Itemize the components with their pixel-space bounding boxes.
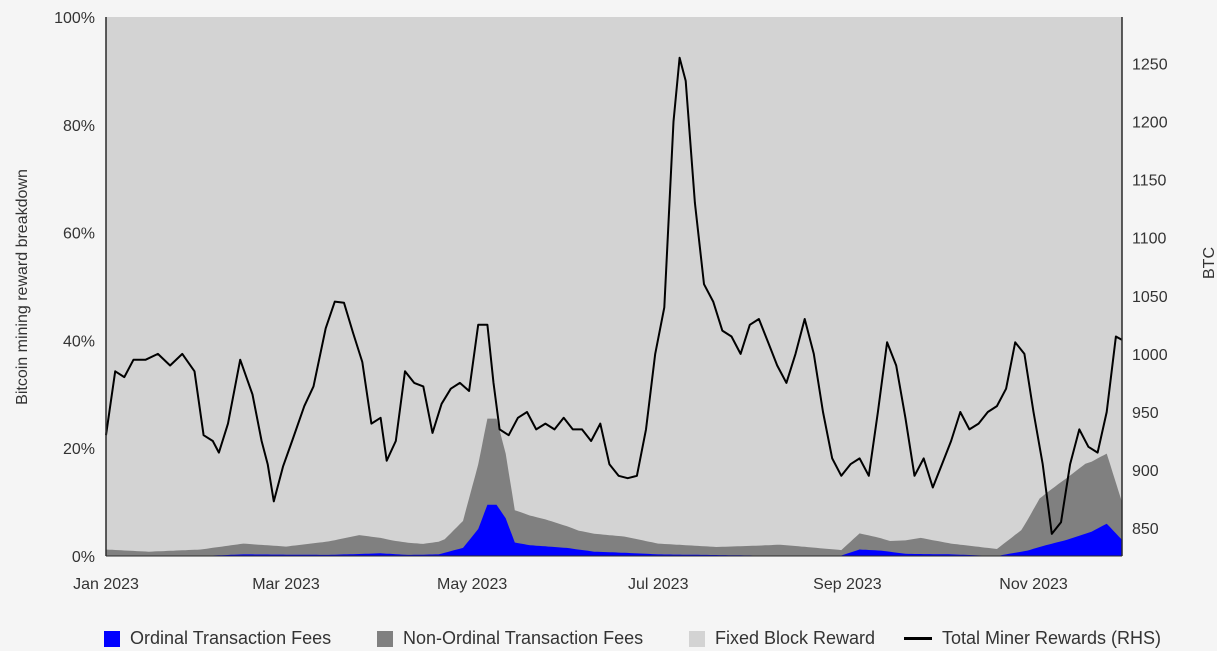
y-tick-label: 40% — [63, 333, 95, 350]
y-tick-label: 0% — [72, 549, 95, 566]
legend: Ordinal Transaction Fees Non-Ordinal Tra… — [0, 628, 1217, 651]
y-tick-label: 80% — [63, 118, 95, 135]
non-ordinal-fees-area — [106, 418, 1122, 556]
legend-swatch-fixed — [689, 630, 705, 647]
legend-label-non-ordinal: Non-Ordinal Transaction Fees — [403, 628, 644, 648]
y2-tick-label: 1050 — [1132, 289, 1168, 306]
legend-label-total: Total Miner Rewards (RHS) — [942, 628, 1162, 648]
y2-tick-label: 1150 — [1132, 173, 1167, 190]
y2-tick-label: 1100 — [1132, 231, 1167, 248]
legend-item-ordinal: Ordinal Transaction Fees — [104, 628, 331, 649]
y2-axis-title: BTC — [1201, 247, 1217, 279]
y2-tick-label: 1000 — [1132, 347, 1168, 364]
y2-tick-label: 1250 — [1132, 56, 1168, 73]
fixed-block-reward-area — [106, 17, 1122, 556]
total-miner-rewards-line — [105, 56, 1123, 535]
legend-item-fixed: Fixed Block Reward — [689, 628, 875, 649]
x-tick-label: Nov 2023 — [999, 576, 1068, 593]
x-axis-ticks: Jan 2023 Mar 2023 May 2023 Jul 2023 Sep 2023… — [73, 576, 1068, 593]
legend-item-total: Total Miner Rewards (RHS) — [904, 628, 1161, 649]
x-tick-label: Mar 2023 — [252, 576, 320, 593]
legend-label-fixed: Fixed Block Reward — [715, 628, 876, 648]
left-axis-ticks: 0% 20% 40% 60% 80% 100% — [54, 10, 95, 566]
y2-tick-label: 1200 — [1132, 115, 1168, 132]
x-tick-label: Jul 2023 — [628, 576, 689, 593]
legend-item-non-ordinal: Non-Ordinal Transaction Fees — [377, 628, 643, 649]
right-axis-ticks: 850 900 950 1000 1050 1100 1150 1200 1250 — [1132, 56, 1168, 538]
y2-tick-label: 950 — [1132, 405, 1159, 422]
x-tick-label: Sep 2023 — [813, 576, 882, 593]
x-tick-label: May 2023 — [437, 576, 507, 593]
plot-area — [105, 17, 1123, 557]
y-axis-title: Bitcoin mining reward breakdown — [14, 169, 31, 405]
legend-swatch-non-ordinal — [377, 630, 393, 647]
y-tick-label: 100% — [54, 10, 95, 27]
legend-swatch-ordinal — [104, 630, 120, 647]
y2-tick-label: 900 — [1132, 463, 1159, 480]
legend-label-ordinal: Ordinal Transaction Fees — [130, 628, 332, 648]
legend-swatch-total — [904, 637, 932, 640]
y2-tick-label: 850 — [1132, 521, 1159, 538]
x-tick-label: Jan 2023 — [73, 576, 139, 593]
y-tick-label: 60% — [63, 226, 95, 243]
chart-canvas: 0% 20% 40% 60% 80% 100% 850 900 950 1000 1050 1100… — [14, 10, 1217, 593]
y-tick-label: 20% — [63, 441, 95, 458]
